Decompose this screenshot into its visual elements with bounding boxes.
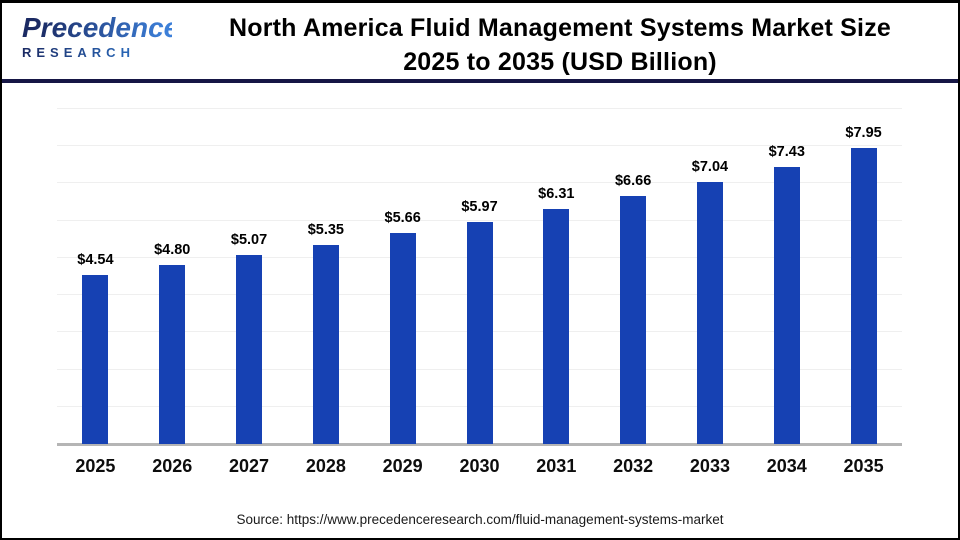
bar-value-label: $6.66 <box>614 173 652 190</box>
x-tick-label: 2029 <box>382 456 423 476</box>
x-tick-label: 2030 <box>459 456 500 476</box>
bar-value-label: $7.95 <box>845 125 882 142</box>
bar-value-label: $7.04 <box>691 158 729 175</box>
bar <box>773 167 800 444</box>
bar <box>543 209 570 444</box>
logo-brand-text: Precedence <box>22 12 180 43</box>
source-link: Source: https://www.precedenceresearch.c… <box>236 512 724 527</box>
header: Precedence RESEARCH North America Fluid … <box>2 3 958 79</box>
bar <box>620 196 647 444</box>
x-tick-label: 2034 <box>766 456 807 476</box>
x-tick-label: 2032 <box>613 456 654 476</box>
x-tick-label: 2027 <box>229 456 270 476</box>
x-tick-label: 2035 <box>843 456 884 476</box>
bar <box>82 275 109 444</box>
header-separator <box>2 79 958 83</box>
gridline <box>57 108 902 109</box>
bar-value-label: $5.97 <box>461 198 498 215</box>
x-tick-label: 2025 <box>75 456 116 476</box>
bar-value-label: $5.35 <box>307 221 344 238</box>
chart-title: North America Fluid Management Systems M… <box>170 11 950 79</box>
chart-title-line2: 2025 to 2035 (USD Billion) <box>403 48 717 76</box>
bar <box>236 255 263 444</box>
bar <box>696 181 723 444</box>
bar-value-label: $6.31 <box>538 186 575 203</box>
bar-chart-plot: $4.54 2025 $4.80 2026 $5.07 2027 $5.35 2028 $5.6… <box>57 108 902 476</box>
bar-value-label: $7.43 <box>768 144 805 161</box>
bar <box>850 148 877 444</box>
x-tick-label: 2026 <box>152 456 193 476</box>
chart-title-line1: North America Fluid Management Systems M… <box>228 14 892 42</box>
x-axis-line <box>57 443 902 446</box>
x-tick-label: 2028 <box>305 456 346 476</box>
bar-value-label: $5.66 <box>384 210 421 227</box>
bar <box>389 233 416 444</box>
gridline <box>57 145 902 147</box>
bar-value-label: $4.80 <box>154 242 191 259</box>
gridline <box>57 182 902 184</box>
bar-value-label: $4.54 <box>77 252 114 269</box>
bar <box>159 265 186 444</box>
bar <box>466 221 493 444</box>
precedence-research-logo: Precedence RESEARCH <box>22 12 180 61</box>
gridline <box>57 219 902 221</box>
x-tick-label: 2031 <box>536 456 577 476</box>
bar <box>312 244 339 444</box>
logo-research-text: RESEARCH <box>22 45 172 61</box>
bar-value-label: $5.07 <box>230 232 268 249</box>
x-tick-label: 2033 <box>689 456 730 476</box>
